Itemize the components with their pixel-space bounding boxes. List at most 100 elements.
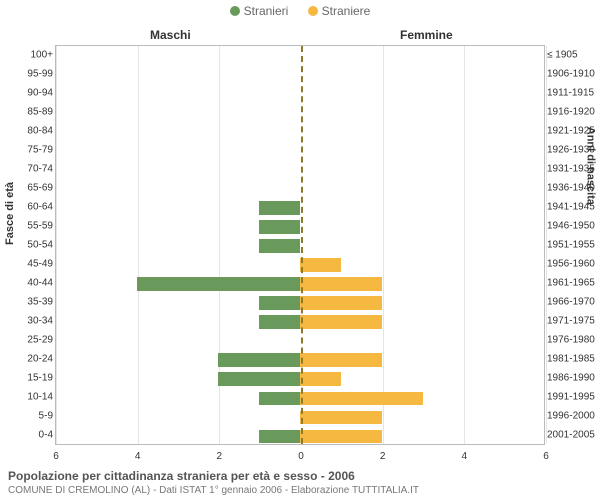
age-row: [56, 125, 544, 139]
bar-female: [300, 353, 382, 367]
age-row: [56, 239, 544, 253]
y-tick-age: 50-54: [27, 240, 53, 251]
y-tick-age: 15-19: [27, 373, 53, 384]
x-tick-label: 2: [380, 451, 386, 462]
y-tick-birth: 1991-1995: [547, 392, 595, 403]
bar-male: [218, 372, 300, 386]
y-tick-birth: 1961-1965: [547, 278, 595, 289]
y-tick-birth: 1906-1910: [547, 68, 595, 79]
x-tick-label: 2: [217, 451, 223, 462]
y-tick-age: 5-9: [39, 411, 53, 422]
bar-female: [300, 277, 382, 291]
bar-male: [218, 353, 300, 367]
y-tick-age: 20-24: [27, 354, 53, 365]
y-tick-birth: 1931-1935: [547, 163, 595, 174]
age-row: [56, 353, 544, 367]
chart-footer: Popolazione per cittadinanza straniera p…: [8, 469, 592, 496]
y-tick-age: 65-69: [27, 182, 53, 193]
y-tick-birth: 1996-2000: [547, 411, 595, 422]
age-row: [56, 296, 544, 310]
legend-swatch-female: [308, 6, 318, 16]
age-row: [56, 68, 544, 82]
y-tick-age: 40-44: [27, 278, 53, 289]
age-row: [56, 201, 544, 215]
y-tick-age: 85-89: [27, 106, 53, 117]
legend-label-male: Stranieri: [244, 4, 289, 18]
age-row: [56, 106, 544, 120]
age-row: [56, 87, 544, 101]
age-row: [56, 220, 544, 234]
y-tick-birth: 1986-1990: [547, 373, 595, 384]
legend-swatch-male: [230, 6, 240, 16]
y-tick-birth: 1951-1955: [547, 240, 595, 251]
bar-female: [300, 372, 341, 386]
age-row: [56, 334, 544, 348]
bar-female: [300, 315, 382, 329]
age-row: [56, 182, 544, 196]
y-tick-birth: 1966-1970: [547, 297, 595, 308]
y-tick-age: 80-84: [27, 125, 53, 136]
bar-male: [259, 239, 300, 253]
legend-item-female: Straniere: [308, 4, 371, 18]
legend: Stranieri Straniere: [0, 4, 600, 19]
bar-male: [259, 315, 300, 329]
chart-subtitle: COMUNE DI CREMOLINO (AL) - Dati ISTAT 1°…: [8, 485, 592, 496]
age-row: [56, 372, 544, 386]
bar-male: [137, 277, 300, 291]
y-tick-age: 45-49: [27, 259, 53, 270]
x-tick-label: 4: [135, 451, 141, 462]
column-header-female: Femmine: [400, 28, 453, 42]
y-axis-left-label: Fasce di età: [4, 182, 16, 245]
bar-male: [259, 201, 300, 215]
y-tick-age: 95-99: [27, 68, 53, 79]
bar-female: [300, 296, 382, 310]
y-tick-birth: 1976-1980: [547, 335, 595, 346]
y-tick-age: 90-94: [27, 87, 53, 98]
age-row: [56, 144, 544, 158]
center-divider: [301, 46, 303, 444]
y-tick-age: 30-34: [27, 316, 53, 327]
bar-female: [300, 258, 341, 272]
x-tick-label: 6: [53, 451, 59, 462]
age-row: [56, 392, 544, 406]
bar-female: [300, 392, 423, 406]
y-tick-age: 10-14: [27, 392, 53, 403]
y-tick-birth: 2001-2005: [547, 430, 595, 441]
y-tick-birth: 1946-1950: [547, 220, 595, 231]
y-tick-age: 70-74: [27, 163, 53, 174]
bar-male: [259, 220, 300, 234]
legend-item-male: Stranieri: [230, 4, 289, 18]
x-tick-label: 0: [298, 451, 304, 462]
y-tick-birth: 1921-1925: [547, 125, 595, 136]
chart-container: Stranieri Straniere Maschi Femmine Fasce…: [0, 0, 600, 500]
age-row: [56, 49, 544, 63]
y-tick-age: 55-59: [27, 220, 53, 231]
y-tick-birth: 1911-1915: [547, 87, 594, 98]
y-tick-birth: 1936-1940: [547, 182, 595, 193]
y-tick-birth: 1956-1960: [547, 259, 595, 270]
y-tick-birth: 1971-1975: [547, 316, 595, 327]
bar-male: [259, 392, 300, 406]
age-row: [56, 315, 544, 329]
bar-male: [259, 296, 300, 310]
y-tick-age: 100+: [30, 49, 53, 60]
age-row: [56, 163, 544, 177]
y-tick-age: 60-64: [27, 201, 53, 212]
y-tick-age: 75-79: [27, 144, 53, 155]
age-row: [56, 411, 544, 425]
y-tick-birth: 1941-1945: [547, 201, 595, 212]
y-tick-birth: 1916-1920: [547, 106, 595, 117]
y-tick-age: 25-29: [27, 335, 53, 346]
age-row: [56, 277, 544, 291]
chart-plot-area: 6420246: [55, 45, 545, 445]
bar-female: [300, 430, 382, 444]
y-tick-age: 0-4: [39, 430, 53, 441]
y-tick-birth: 1981-1985: [547, 354, 595, 365]
y-tick-birth: ≤ 1905: [547, 49, 578, 60]
x-tick-label: 4: [462, 451, 468, 462]
age-row: [56, 430, 544, 444]
age-row: [56, 258, 544, 272]
x-tick-label: 6: [543, 451, 549, 462]
y-tick-age: 35-39: [27, 297, 53, 308]
chart-title: Popolazione per cittadinanza straniera p…: [8, 469, 592, 483]
